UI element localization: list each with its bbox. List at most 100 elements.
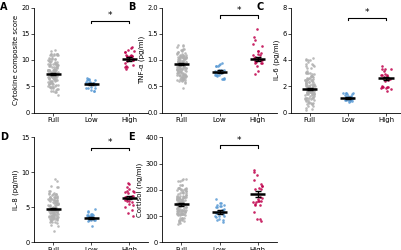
Point bbox=[213, 212, 220, 216]
Point bbox=[49, 208, 55, 212]
Point bbox=[45, 204, 51, 208]
Point bbox=[304, 76, 310, 80]
Point bbox=[258, 61, 264, 65]
Point bbox=[252, 55, 258, 59]
Point bbox=[176, 63, 182, 67]
Point bbox=[304, 98, 311, 102]
Point bbox=[85, 212, 91, 216]
Point bbox=[178, 74, 185, 78]
Point bbox=[217, 202, 224, 205]
Point bbox=[174, 78, 180, 82]
Point bbox=[126, 195, 133, 199]
Point bbox=[348, 94, 354, 98]
Point bbox=[174, 59, 181, 63]
Point bbox=[128, 46, 135, 50]
Point bbox=[221, 207, 227, 211]
Point bbox=[130, 190, 136, 194]
Point bbox=[52, 57, 58, 61]
Point bbox=[49, 211, 56, 215]
Point bbox=[251, 35, 257, 39]
Point bbox=[51, 69, 57, 73]
Point bbox=[311, 72, 318, 76]
Point bbox=[309, 90, 316, 94]
Point bbox=[305, 86, 311, 90]
Point bbox=[48, 210, 54, 214]
Point bbox=[177, 53, 183, 57]
Point bbox=[54, 194, 61, 198]
Point bbox=[221, 214, 227, 218]
Point bbox=[176, 213, 183, 217]
Point bbox=[307, 83, 313, 87]
Point bbox=[51, 215, 57, 219]
Point bbox=[302, 93, 308, 97]
Point bbox=[85, 210, 91, 214]
Point bbox=[180, 216, 187, 220]
Point bbox=[51, 198, 57, 202]
Point bbox=[251, 38, 258, 42]
Point bbox=[219, 208, 225, 212]
Point bbox=[178, 62, 184, 66]
Point bbox=[176, 62, 182, 66]
Point bbox=[49, 82, 56, 86]
Point bbox=[46, 190, 53, 194]
Point bbox=[175, 60, 182, 64]
Point bbox=[89, 80, 96, 84]
Point bbox=[48, 52, 54, 56]
Point bbox=[51, 195, 57, 199]
Point bbox=[123, 67, 130, 71]
Point bbox=[176, 196, 182, 200]
Point bbox=[178, 75, 185, 79]
Point bbox=[52, 57, 58, 61]
Point bbox=[349, 99, 356, 103]
Point bbox=[179, 216, 185, 220]
Point bbox=[178, 48, 185, 52]
Point bbox=[54, 62, 60, 66]
Point bbox=[176, 186, 182, 190]
Point bbox=[176, 78, 182, 82]
Point bbox=[48, 214, 54, 218]
Point bbox=[178, 212, 185, 216]
Point bbox=[258, 186, 264, 190]
Point bbox=[258, 51, 264, 55]
Point bbox=[176, 219, 182, 223]
Point bbox=[175, 68, 182, 72]
Point bbox=[124, 186, 130, 190]
Point bbox=[49, 65, 55, 69]
Point bbox=[54, 211, 60, 215]
Point bbox=[45, 56, 52, 60]
Point bbox=[178, 197, 185, 201]
Point bbox=[48, 214, 54, 218]
Point bbox=[47, 81, 53, 85]
Point bbox=[130, 194, 136, 198]
Point bbox=[177, 62, 184, 66]
Point bbox=[49, 210, 56, 214]
Point bbox=[383, 86, 390, 90]
Point bbox=[91, 218, 97, 222]
Point bbox=[50, 209, 56, 213]
Point bbox=[305, 92, 311, 96]
Point bbox=[85, 81, 91, 85]
Point bbox=[86, 216, 92, 220]
Point bbox=[48, 196, 55, 200]
Point bbox=[48, 52, 54, 56]
Point bbox=[54, 209, 60, 213]
Point bbox=[46, 59, 53, 63]
Point bbox=[47, 216, 53, 220]
Point bbox=[45, 75, 52, 79]
Point bbox=[379, 84, 386, 88]
Point bbox=[47, 211, 53, 215]
Point bbox=[90, 216, 97, 220]
Point bbox=[311, 88, 317, 92]
Point bbox=[53, 216, 59, 220]
Point bbox=[54, 195, 61, 199]
Point bbox=[179, 212, 185, 216]
Point bbox=[86, 216, 92, 220]
Point bbox=[215, 70, 221, 73]
Point bbox=[180, 72, 186, 76]
Point bbox=[216, 68, 222, 71]
Point bbox=[177, 194, 183, 198]
Point bbox=[178, 188, 185, 192]
Point bbox=[175, 192, 181, 196]
Point bbox=[179, 59, 186, 63]
Point bbox=[53, 203, 59, 207]
